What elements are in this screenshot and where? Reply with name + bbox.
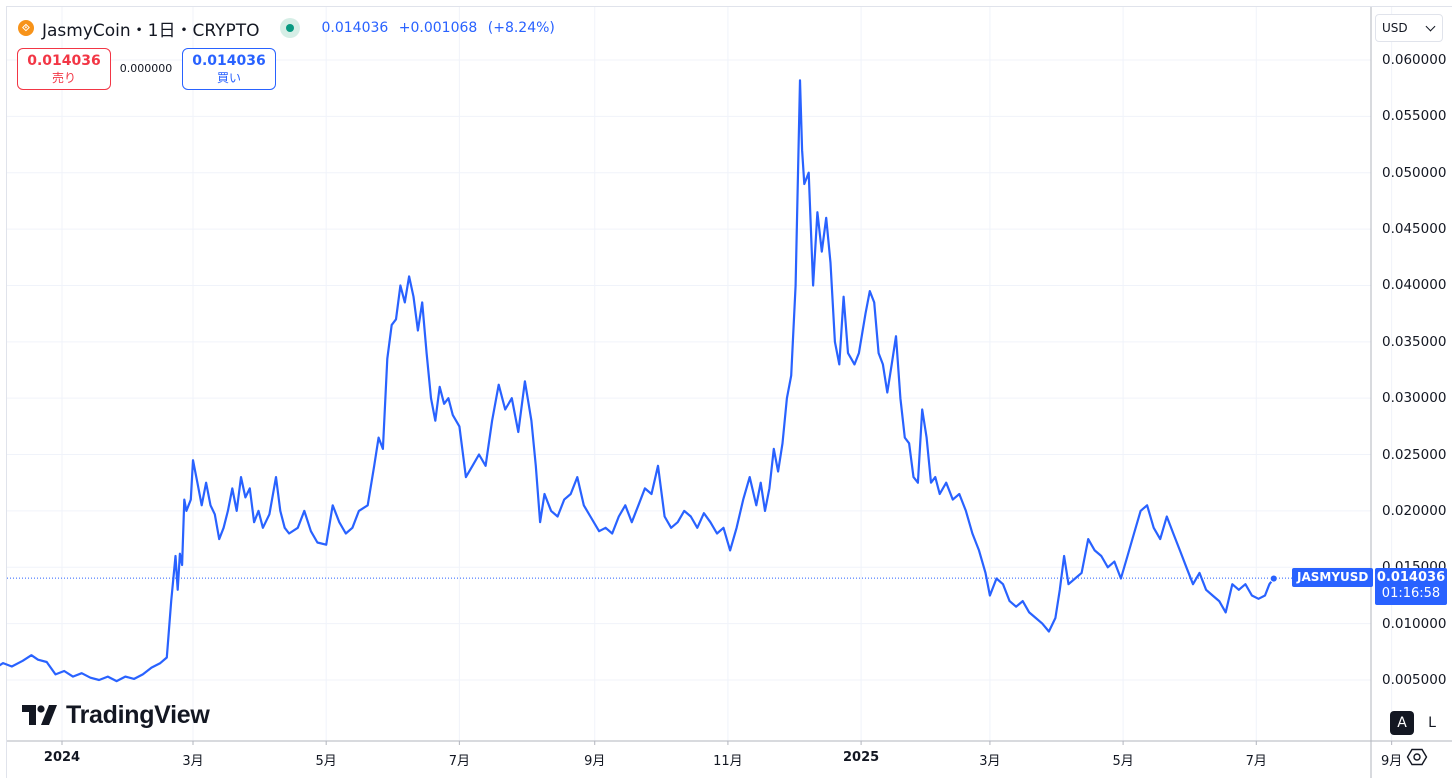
settings-icon[interactable] — [1406, 746, 1428, 768]
tradingview-logo[interactable]: TradingView — [22, 700, 210, 730]
y-tick-label: 0.045000 — [1382, 221, 1447, 238]
y-tick-label: 0.050000 — [1382, 164, 1447, 181]
x-tick-label: 5月 — [1112, 754, 1134, 769]
sell-label: 売り — [51, 71, 76, 85]
last-price-tag: 0.014036 01:16:58 — [1375, 568, 1447, 605]
log-scale-button[interactable]: L — [1420, 711, 1444, 735]
currency-value: USD — [1382, 21, 1408, 35]
x-tick-label: 2024 — [43, 750, 81, 765]
jasmy-coin-icon: ⟐ — [18, 20, 34, 36]
price-change-pct: (+8.24%) — [487, 20, 555, 36]
symbol-title[interactable]: JasmyCoin・1日・CRYPTO — [42, 20, 260, 41]
x-tick-label: 11月 — [713, 754, 743, 769]
sell-button[interactable]: 0.014036 売り — [17, 48, 111, 90]
currency-select[interactable]: USD — [1375, 14, 1443, 42]
y-tick-label: 0.055000 — [1382, 108, 1447, 125]
x-tick-label: 9月 — [584, 754, 606, 769]
x-tick-label: 5月 — [315, 754, 337, 769]
symbol-tag: JASMYUSD — [1292, 568, 1374, 587]
y-tick-label: 0.040000 — [1382, 277, 1447, 294]
x-tick-label: 3月 — [182, 754, 204, 769]
buy-button[interactable]: 0.014036 買い — [182, 48, 276, 90]
price-series — [0, 79, 1371, 683]
bar-countdown: 01:16:58 — [1381, 586, 1441, 601]
y-tick-label: 0.030000 — [1382, 390, 1447, 407]
y-tick-label: 0.005000 — [1382, 672, 1447, 688]
x-tick-label: 7月 — [448, 754, 470, 769]
last-price-tag-value: 0.014036 — [1376, 570, 1446, 585]
chevron-down-icon — [1425, 21, 1436, 32]
y-tick-label: 0.010000 — [1382, 615, 1447, 632]
last-price: 0.014036 — [321, 20, 389, 36]
x-tick-label: 9月 — [1381, 754, 1403, 769]
auto-scale-button[interactable]: A — [1390, 711, 1414, 735]
chart-legend: ⟐ JasmyCoin・1日・CRYPTO 0.014036 +0.001068… — [18, 14, 561, 42]
tradingview-logo-text: TradingView — [66, 700, 210, 729]
legend-values: 0.014036 +0.001068 (+8.24%) — [322, 20, 561, 36]
y-tick-label: 0.060000 — [1382, 52, 1447, 68]
x-tick-label: 2025 — [843, 750, 880, 765]
last-price-point — [1269, 574, 1278, 583]
buy-label: 買い — [216, 71, 241, 85]
price-change: +0.001068 — [398, 20, 478, 36]
y-tick-label: 0.025000 — [1382, 446, 1447, 463]
chart-axes — [7, 7, 1452, 778]
buy-price: 0.014036 — [192, 53, 266, 69]
spread-value: 0.000000 — [119, 62, 173, 75]
x-tick-label: 3月 — [979, 754, 1001, 769]
y-tick-label: 0.035000 — [1382, 333, 1447, 350]
tradingview-logo-icon — [22, 705, 57, 725]
x-tick-label: 7月 — [1245, 754, 1267, 769]
sell-price: 0.014036 — [27, 53, 101, 69]
price-line — [0, 79, 1275, 683]
chart-grid — [7, 7, 1393, 741]
market-status-icon[interactable] — [279, 18, 300, 38]
y-tick-label: 0.020000 — [1382, 502, 1447, 519]
chart-frame — [6, 6, 1452, 778]
